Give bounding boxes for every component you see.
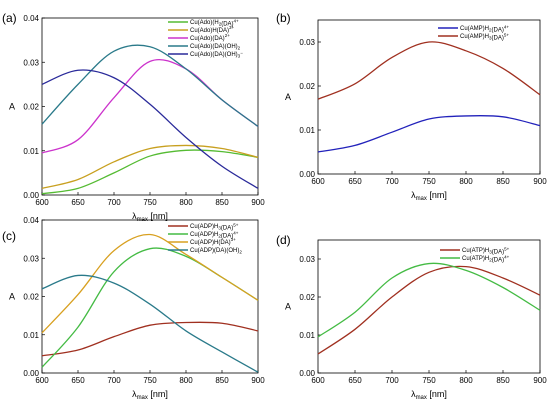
x-tick-label: 750: [422, 376, 436, 385]
y-axis-label: A: [285, 92, 291, 102]
series-line: [41, 144, 259, 189]
legend-entry: Cu(ADP)H(DA)3+: [190, 237, 236, 246]
y-tick-label: 0.04: [23, 216, 39, 225]
legend-entry: Cu(AMP)H2(DA)4+: [460, 25, 509, 34]
x-tick-label: 700: [385, 177, 399, 186]
series-line: [317, 41, 541, 100]
y-tick-label: 0.00: [299, 170, 315, 179]
x-tick-label: 650: [348, 177, 362, 186]
y-tick-label: 0.02: [23, 103, 39, 112]
y-tick-label: 0.03: [299, 255, 315, 264]
x-tick-label: 900: [533, 177, 547, 186]
panel-label: (c): [2, 229, 16, 243]
series-line: [41, 69, 259, 189]
series-line: [41, 247, 259, 368]
y-tick-label: 0.00: [299, 369, 315, 378]
x-tick-label: 850: [215, 198, 229, 207]
series-line: [41, 44, 259, 127]
legend-entry: Cu(Ado)(DA)(OH)3−: [190, 51, 243, 59]
y-tick-label: 0.02: [299, 293, 315, 302]
x-tick-label: 650: [71, 198, 85, 207]
y-axis-label: A: [9, 292, 15, 302]
x-tick-label: 900: [251, 376, 265, 385]
x-tick-label: 700: [107, 198, 121, 207]
x-axis-label: λmax [nm]: [411, 190, 447, 202]
x-tick-label: 600: [35, 376, 49, 385]
plot-frame: [317, 239, 541, 374]
panel-label: (b): [276, 11, 291, 25]
y-tick-label: 0.03: [23, 58, 39, 67]
legend-entry: Cu(ADP)(DA)(OH)2: [190, 248, 242, 255]
legend-entry: Cu(AMP)H3(DA)5+: [460, 33, 509, 42]
x-tick-label: 600: [35, 198, 49, 207]
y-tick-label: 0.01: [299, 126, 315, 135]
panel-label: (a): [2, 11, 17, 25]
y-tick-label: 0.03: [23, 254, 39, 263]
series-line: [41, 274, 259, 373]
series-line: [41, 149, 259, 195]
x-axis-label: λmax [nm]: [132, 389, 168, 401]
x-tick-label: 850: [215, 376, 229, 385]
legend-entry: Cu(Ado)(H2(DA)4+: [190, 19, 239, 28]
x-tick-label: 800: [459, 177, 473, 186]
x-tick-label: 600: [311, 177, 325, 186]
series-line: [41, 58, 259, 154]
y-axis-label: A: [9, 102, 15, 112]
x-axis-label: λmax [nm]: [411, 389, 447, 401]
x-tick-label: 650: [71, 376, 85, 385]
x-tick-label: 850: [496, 177, 510, 186]
y-tick-label: 0.01: [23, 331, 39, 340]
y-axis-label: A: [285, 302, 291, 312]
plot-frame: [317, 19, 541, 175]
x-tick-label: 900: [251, 198, 265, 207]
x-tick-label: 650: [348, 376, 362, 385]
x-tick-label: 850: [496, 376, 510, 385]
series-line: [317, 262, 541, 338]
y-tick-label: 0.01: [299, 331, 315, 340]
y-tick-label: 0.02: [299, 82, 315, 91]
x-tick-label: 800: [179, 198, 193, 207]
x-tick-label: 750: [422, 177, 436, 186]
series-line: [317, 265, 541, 355]
legend-entry: Cu(ATP)H3(DA)5+: [462, 247, 510, 256]
legend-entry: Cu(ADP)H2(DA)4+: [190, 231, 239, 240]
series-line: [41, 321, 259, 357]
y-tick-label: 0.03: [299, 38, 315, 47]
series-line: [317, 114, 541, 153]
x-tick-label: 750: [143, 198, 157, 207]
x-tick-label: 900: [533, 376, 547, 385]
x-tick-label: 750: [143, 376, 157, 385]
x-tick-label: 800: [459, 376, 473, 385]
panel-label: (d): [276, 233, 291, 247]
legend-entry: Cu(ADP)H3(DA)5+: [190, 223, 239, 232]
x-tick-label: 700: [385, 376, 399, 385]
x-axis-label: λmax [nm]: [132, 211, 168, 223]
y-tick-label: 0.00: [23, 191, 39, 200]
y-tick-label: 0.00: [23, 369, 39, 378]
y-tick-label: 0.02: [23, 293, 39, 302]
x-tick-label: 800: [179, 376, 193, 385]
legend-entry: Cu(ATP)H2(DA)4+: [462, 255, 510, 264]
x-tick-label: 600: [311, 376, 325, 385]
x-tick-label: 700: [107, 376, 121, 385]
y-tick-label: 0.01: [23, 147, 39, 156]
legend-entry: Cu(Ado)(DA)(OH)2: [190, 44, 241, 51]
legend-entry: Cu(Ado)(DA)2+: [190, 33, 230, 42]
series-line: [41, 233, 259, 334]
legend-entry: Cu(Ado)H(DA)3+: [190, 25, 235, 34]
y-tick-label: 0.04: [23, 14, 39, 23]
